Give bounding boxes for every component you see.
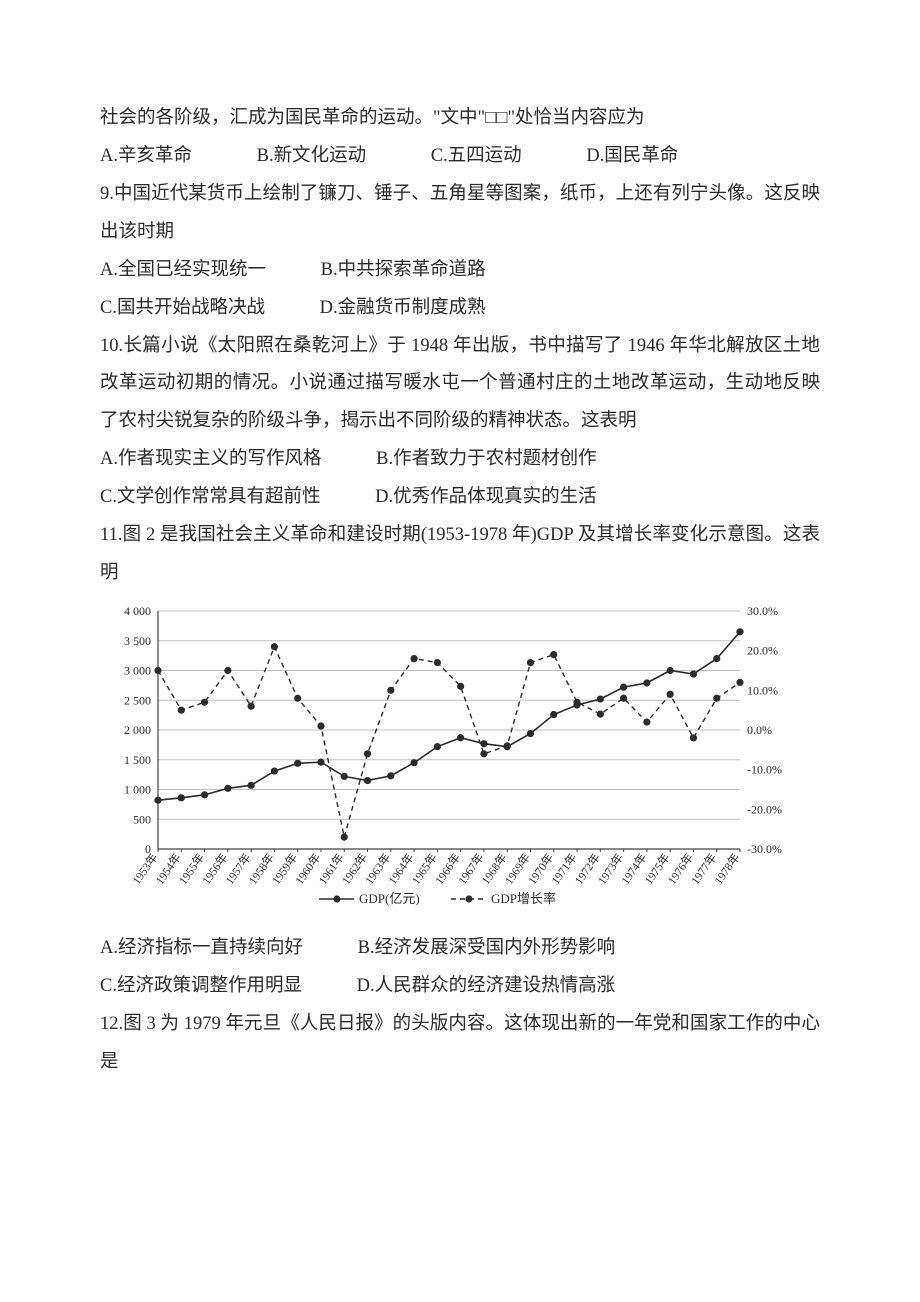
svg-text:10.0%: 10.0%	[747, 683, 778, 697]
q8-opt-d: D.国民革命	[586, 138, 678, 176]
svg-text:20.0%: 20.0%	[747, 644, 778, 658]
svg-text:1 000: 1 000	[124, 782, 151, 796]
q8-opt-b: B.新文化运动	[257, 138, 366, 176]
q11-opt-a: A.经济指标一直持续向好	[100, 930, 303, 968]
q9-options: A.全国已经实现统一 B.中共探索革命道路 C.国共开始战略决战 D.金融货币制…	[100, 252, 820, 328]
q10-options: A.作者现实主义的写作风格 B.作者致力于农村题材创作 C.文学创作常常具有超前…	[100, 441, 820, 517]
svg-text:-10.0%: -10.0%	[747, 763, 782, 777]
q9-opt-c: C.国共开始战略决战	[100, 290, 265, 328]
svg-text:-30.0%: -30.0%	[747, 842, 782, 856]
q11-opt-d: D.人民群众的经济建设热情高涨	[357, 968, 616, 1006]
svg-text:4 000: 4 000	[124, 604, 151, 618]
q9-opt-d: D.金融货币制度成熟	[320, 290, 486, 328]
svg-text:GDP增长率: GDP增长率	[491, 891, 556, 906]
svg-text:500: 500	[133, 812, 151, 826]
svg-text:1 500: 1 500	[124, 753, 151, 767]
q10-stem: 10.长篇小说《太阳照在桑乾河上》于 1948 年出版，书中描写了 1946 年…	[100, 328, 820, 442]
q12-stem: 12.图 3 为 1979 年元旦《人民日报》的头版内容。这体现出新的一年党和国…	[100, 1006, 820, 1082]
q8-options: A.辛亥革命 B.新文化运动 C.五四运动 D.国民革命	[100, 138, 820, 176]
gdp-chart: 05001 0001 5002 0002 5003 0003 5004 000-…	[100, 601, 820, 926]
q11-stem: 11.图 2 是我国社会主义革命和建设时期(1953-1978 年)GDP 及其…	[100, 517, 820, 593]
q11-opt-b: B.经济发展深受国内外形势影响	[358, 930, 615, 968]
q11-opt-c: C.经济政策调整作用明显	[100, 968, 302, 1006]
gdp-chart-svg: 05001 0001 5002 0002 5003 0003 5004 000-…	[100, 601, 800, 911]
q11-options: A.经济指标一直持续向好 B.经济发展深受国内外形势影响 C.经济政策调整作用明…	[100, 930, 820, 1006]
q9-opt-b: B.中共探索革命道路	[321, 252, 486, 290]
svg-text:2 500: 2 500	[124, 693, 151, 707]
svg-text:3 500: 3 500	[124, 634, 151, 648]
svg-text:30.0%: 30.0%	[747, 604, 778, 618]
svg-text:3 000: 3 000	[124, 663, 151, 677]
q8-stem-tail: 社会的各阶级，汇成为国民革命的运动。"文中"□□"处恰当内容应为	[100, 100, 820, 138]
q8-opt-a: A.辛亥革命	[100, 138, 192, 176]
q9-opt-a: A.全国已经实现统一	[100, 252, 266, 290]
q9-stem: 9.中国近代某货币上绘制了镰刀、锤子、五角星等图案，纸币，上还有列宁头像。这反映…	[100, 176, 820, 252]
q10-opt-d: D.优秀作品体现真实的生活	[375, 479, 597, 517]
q8-opt-c: C.五四运动	[431, 138, 522, 176]
svg-text:0.0%: 0.0%	[747, 723, 772, 737]
q10-opt-c: C.文学创作常常具有超前性	[100, 479, 320, 517]
svg-text:2 000: 2 000	[124, 723, 151, 737]
svg-text:GDP(亿元): GDP(亿元)	[359, 891, 420, 906]
svg-text:-20.0%: -20.0%	[747, 802, 782, 816]
q10-opt-b: B.作者致力于农村题材创作	[376, 441, 596, 479]
q10-opt-a: A.作者现实主义的写作风格	[100, 441, 322, 479]
svg-text:1978年: 1978年	[711, 851, 742, 887]
